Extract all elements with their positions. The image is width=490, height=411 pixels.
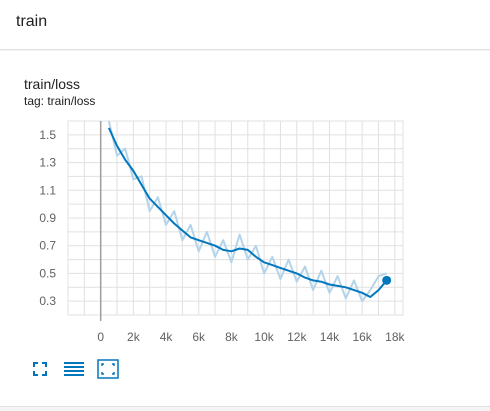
y-tick-label: 0.5 <box>39 266 56 280</box>
x-tick-label: 4k <box>160 330 174 344</box>
x-tick-label: 16k <box>352 330 372 344</box>
smoothed-series-line <box>107 127 388 298</box>
y-tick-label: 0.9 <box>39 211 56 225</box>
section-title: train <box>16 13 48 30</box>
fullscreen-icon <box>33 362 47 376</box>
card-tag: tag: train/loss <box>24 94 96 108</box>
x-tick-label: 6k <box>192 330 206 344</box>
data-table-button[interactable] <box>62 357 86 381</box>
x-tick-label: 12k <box>287 330 307 344</box>
chart-svg[interactable]: 0.3 0.5 0.7 0.9 1.1 1.3 1.5 0 2k 4k 6k 8k 10k 12k 14k 1… <box>0 111 410 356</box>
scalar-card: train/loss tag: train/loss 0.3 0.5 0.7 0.9 1… <box>0 51 490 407</box>
y-tick-label: 0.3 <box>39 294 56 308</box>
x-tick-label: 2k <box>127 330 141 344</box>
y-tick-label: 1.1 <box>39 183 56 197</box>
fit-domain-icon <box>97 359 119 379</box>
x-tick-label: 0 <box>97 330 104 344</box>
data-table-icon <box>64 362 84 376</box>
x-tick-label: 18k <box>385 330 405 344</box>
section-header[interactable]: train <box>0 0 490 50</box>
y-tick-label: 1.3 <box>39 156 56 170</box>
fit-domain-button[interactable] <box>96 357 120 381</box>
x-tick-label: 8k <box>225 330 239 344</box>
y-tick-label: 1.5 <box>39 128 56 142</box>
card-toolbar <box>28 357 120 381</box>
bottom-divider <box>0 406 490 407</box>
loss-chart[interactable]: 0.3 0.5 0.7 0.9 1.1 1.3 1.5 0 2k 4k 6k 8k 10k 12k 14k 1… <box>0 111 410 356</box>
last-point-marker <box>382 275 392 285</box>
fullscreen-button[interactable] <box>28 357 52 381</box>
card-title: train/loss <box>24 76 81 92</box>
raw-series-line <box>107 120 388 303</box>
y-tick-label: 0.7 <box>39 239 56 253</box>
x-tick-label: 10k <box>254 330 274 344</box>
x-tick-label: 14k <box>320 330 340 344</box>
